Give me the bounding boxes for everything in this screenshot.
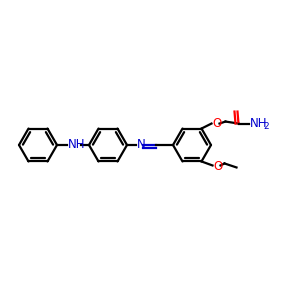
Text: N: N	[137, 139, 146, 152]
Text: NH: NH	[250, 117, 267, 130]
Text: 2: 2	[263, 122, 269, 131]
Text: NH: NH	[68, 139, 86, 152]
Text: O: O	[214, 160, 223, 173]
Text: O: O	[212, 117, 222, 130]
